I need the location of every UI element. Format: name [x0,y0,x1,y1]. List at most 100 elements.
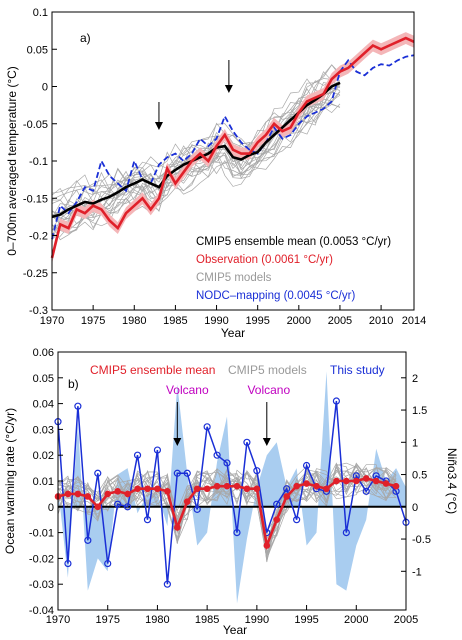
x-tick-label-b: 1985 [195,614,219,626]
ticks-b: 1970 1975 1980 1985 1990 1995 2000 2005 -0.04 -0.… [29,347,431,626]
this-study-point [193,505,201,513]
x-axis-label-a: Year [221,326,245,340]
ensemble-mean-point-b [313,482,320,490]
cmip5-model-line-a [51,102,341,241]
volcano-label-b: Volcano [247,383,290,397]
y-tick-label-a: 0.1 [33,7,48,19]
y-tick-label-a: -0.15 [23,193,48,205]
ensemble-mean-point-b [382,480,390,487]
ensemble-mean-line-a [51,81,341,219]
this-study-point [173,469,181,477]
y-tick-label-right-b: -1 [412,566,422,578]
y-tick-label-a: 0 [42,82,48,94]
y-tick-label-a: -0.3 [29,305,48,317]
this-study-point [203,423,211,431]
this-study-point [302,461,311,470]
this-study-point [64,559,72,568]
this-study-point [243,438,251,446]
this-study-point [104,559,112,568]
ensemble-mean-point-b [203,485,211,493]
x-tick-label-a: 1995 [245,315,269,327]
x-tick-label-a: 1985 [163,315,187,327]
cmip5-model-line-b [57,465,397,553]
this-study-point [133,451,142,459]
x-tick-label-b: 1975 [95,614,119,626]
y-tick-label-b: 0 [48,502,54,514]
legend-a-observation: Observation (0.0061 °C/yr) [196,254,333,266]
x-tick-label-a: 2000 [287,315,311,327]
y-tick-label-right-b: 0.5 [412,470,427,482]
y-tick-label-right-b: 2 [412,373,418,385]
x-tick-label-b: 1990 [245,614,269,626]
y-tick-label-a: -0.1 [29,156,48,168]
y-tick-label-b: -0.01 [29,528,54,540]
y-tick-label-right-b: 1.5 [412,405,427,417]
legend-b: CMIP5 ensemble mean CMIP5 models This st… [90,363,385,377]
x-tick-label-a: 2010 [369,315,393,327]
this-study-point [143,516,152,524]
this-study-point [183,469,191,477]
cmip5-model-line-b [57,465,397,543]
x-tick-label-a: 1970 [40,315,64,327]
this-study-point [283,485,291,493]
ensemble-mean-point-b [273,516,281,523]
arrow-head-b [173,438,182,446]
legend-a-ensemble: CMIP5 ensemble mean (0.0053 °C/yr) [196,236,391,248]
this-study-point [163,580,171,588]
x-tick-label-b: 2000 [344,614,368,626]
y-tick-label-b: 0.01 [33,476,54,488]
volcano-label-b: Volcano [166,383,209,397]
panel-b: 1970 1975 1980 1985 1990 1995 2000 2005 -0.04 -0.… [3,347,459,637]
ensemble-mean-point-b [233,482,241,490]
cmip5-model-line-a [51,73,341,224]
ensemble-mean-point-b [343,477,350,485]
this-study-line [57,400,407,585]
x-tick-label-a: 1990 [204,315,228,327]
this-study-point [223,459,231,467]
observation-line [50,36,415,259]
y-tick-label-a: 0.05 [27,44,48,56]
ensemble-mean-point-b [124,490,131,498]
legend-b-study: This study [330,363,385,377]
y-tick-label-b: -0.02 [29,553,54,565]
panel-label-a: a) [80,31,91,45]
ensemble-mean-point-b [154,485,161,493]
ensemble-mean-point-b [223,482,231,490]
volcano-arrows-a [154,60,233,130]
y-tick-label-a: -0.05 [23,119,48,131]
ensemble-mean-point-b [164,488,171,495]
cmip5-model-line-a [51,83,341,236]
y-tick-label-b: 0.03 [33,424,54,436]
ticks-a: 1970 1975 1980 1985 1990 1995 2000 2005 2010 2014… [23,7,426,327]
y-tick-label-b: 0.05 [33,373,54,385]
x-tick-label-a: 2005 [328,315,352,327]
ensemble-mean-point-b [84,493,92,500]
ensemble-mean-point-b [104,490,112,498]
cmip5-model-line-a [51,72,341,205]
cmip5-model-line-b [57,467,397,562]
ensemble-mean-point-b [362,475,370,482]
cmip5-model-line-a [51,73,341,214]
arrow-head-a [154,122,163,130]
legend-a-models: CMIP5 models [196,272,272,284]
cmip5-model-line-a [51,69,341,204]
ensemble-mean-point-b [193,485,201,493]
ensemble-mean-point-b [183,498,191,505]
ensemble-mean-point-b [144,485,151,493]
ensemble-mean-point-b [372,477,380,485]
x-tick-label-b: 1995 [294,614,318,626]
x-tick-label-b: 2005 [394,614,418,626]
this-study-point [213,451,221,459]
cmip5-model-line-b [57,462,397,554]
cmip5-model-line-b [57,465,397,532]
this-study-point [123,503,132,511]
ensemble-mean-point-b [293,482,300,490]
ensemble-mean-point-b [243,485,251,493]
x-axis-label-b: Year [223,623,247,637]
cmip5-model-line-b [57,470,397,548]
y-tick-label-right-b: -0.5 [412,534,431,546]
ensemble-mean-point-b [303,480,310,487]
cmip5-model-line-a [51,90,341,234]
panel-a: 1970 1975 1980 1985 1990 1995 2000 2005 2010 2014… [5,7,426,340]
